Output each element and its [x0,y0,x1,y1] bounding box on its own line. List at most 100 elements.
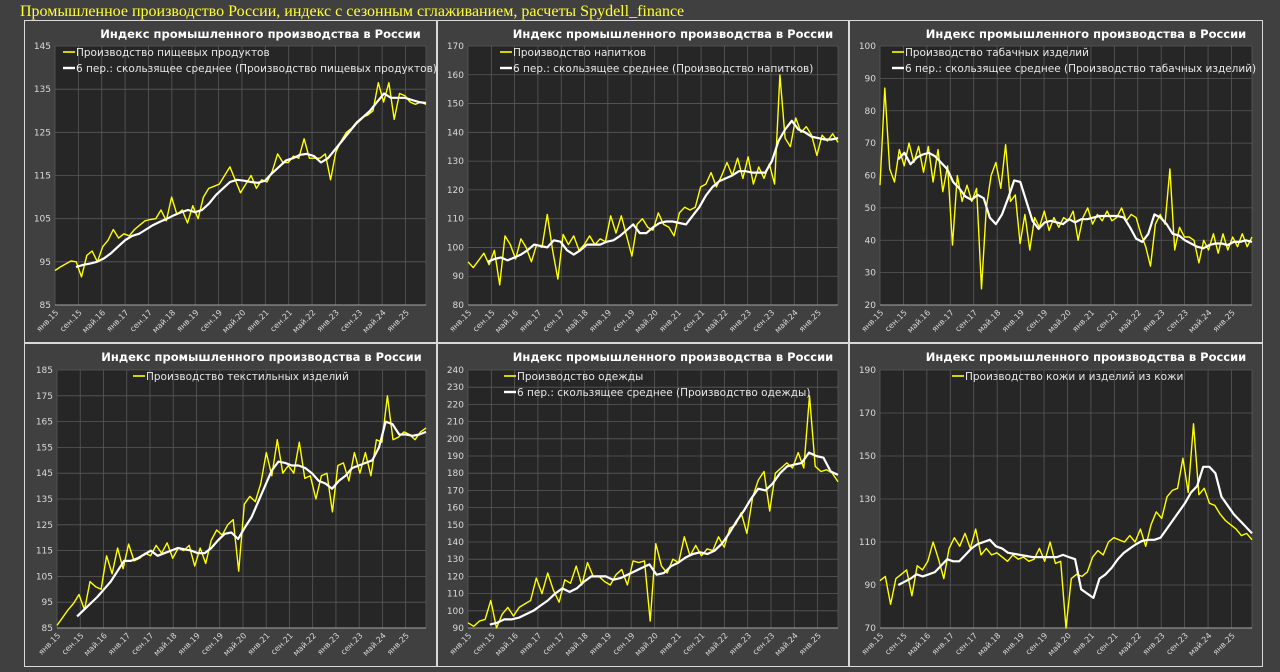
y-tick-label: 155 [36,443,53,453]
x-tick-label: май.18 [976,631,1003,658]
y-tick-label: 110 [447,215,464,225]
y-tick-label: 120 [447,572,464,582]
x-tick-label: янв.25 [385,631,411,657]
x-tick-label: янв.15 [35,308,61,334]
x-tick-label: май.16 [493,631,520,658]
y-tick-label: 180 [447,469,464,479]
x-tick-label: сен.17 [953,308,979,334]
x-tick-label: янв.21 [1071,308,1097,334]
y-tick-label: 145 [36,469,53,479]
chart-panel-food: Индекс промышленного производства в Росс… [24,20,437,343]
x-tick-label: май.24 [773,308,800,335]
y-tick-label: 120 [447,186,464,196]
legend-label: Производство текстильных изделий [146,371,349,383]
y-tick-label: 185 [36,366,53,376]
y-tick-label: 145 [34,42,51,52]
series-line-moving-average [489,451,839,626]
y-tick-label: 220 [447,400,464,410]
x-tick-label: янв.15 [448,308,474,334]
x-tick-label: янв.21 [1071,631,1097,657]
x-tick-label: сен.21 [1094,631,1120,657]
y-tick-label: 190 [447,452,464,462]
legend-label: Производство кожи и изделий из кожи [965,371,1183,383]
y-tick-label: 125 [36,521,53,531]
legend-label: 6 пер.: скользящее среднее (Производство… [76,63,436,75]
y-tick-label: 110 [447,590,464,600]
y-tick-label: 240 [447,366,464,376]
series-line-moving-average [487,119,839,263]
chart-panel-textiles: Индекс промышленного производства в Росс… [24,343,437,667]
x-tick-label: сен.21 [268,308,294,334]
series-line-raw [56,395,427,626]
x-tick-label: янв.21 [245,308,271,334]
x-tick-label: сен.21 [269,631,295,657]
x-tick-label: сен.21 [1094,308,1120,334]
x-tick-label: май.20 [221,308,248,335]
x-tick-label: сен.17 [130,631,156,657]
x-tick-label: сен.15 [883,308,909,334]
x-tick-label: сен.17 [128,308,154,334]
legend-label: 6 пер.: скользящее среднее (Производство… [905,63,1256,75]
x-tick-label: янв.19 [1000,308,1026,334]
y-tick-label: 130 [447,157,464,167]
y-tick-label: 70 [865,624,877,634]
x-tick-label: янв.17 [930,308,956,334]
y-tick-label: 150 [447,521,464,531]
x-tick-label: май.22 [703,308,730,335]
y-tick-label: 105 [36,572,53,582]
x-tick-label: май.16 [906,308,933,335]
x-tick-label: сен.15 [883,631,909,657]
x-tick-label: май.24 [773,631,800,658]
chart-title: Индекс промышленного производства в Росс… [100,27,420,41]
x-tick-label: сен.19 [1024,308,1050,334]
x-tick-label: янв.23 [1141,631,1167,657]
x-tick-label: сен.23 [339,631,365,657]
x-tick-label: май.20 [222,631,249,658]
series-line-raw [879,87,1253,290]
y-tick-label: 110 [859,538,876,548]
y-tick-label: 170 [447,42,464,52]
x-tick-label: янв.17 [930,631,956,657]
y-tick-label: 85 [42,624,53,634]
x-tick-label: янв.15 [37,631,63,657]
y-tick-label: 160 [447,504,464,514]
y-tick-label: 175 [36,392,53,402]
x-tick-label: сен.23 [1164,308,1190,334]
x-tick-label: сен.17 [541,631,567,657]
x-tick-label: янв.17 [106,631,132,657]
y-tick-label: 190 [859,366,876,376]
legend-label: Производство пищевых продуктов [76,47,270,59]
x-tick-label: май.20 [633,631,660,658]
y-tick-label: 90 [865,74,877,84]
y-tick-label: 125 [34,128,51,138]
legend-label: 6 пер.: скользящее среднее (Производство… [513,63,813,75]
x-tick-label: янв.23 [727,308,753,334]
y-tick-label: 140 [447,538,464,548]
y-tick-label: 80 [453,301,465,311]
series-line-moving-average [897,465,1253,599]
series-line-moving-average [75,92,427,269]
x-tick-label: май.18 [152,631,179,658]
series-line-moving-average [897,151,1253,250]
x-tick-label: янв.17 [518,631,544,657]
y-tick-label: 95 [40,258,51,268]
legend-label: Производство табачных изделий [905,47,1089,59]
x-tick-label: янв.23 [1141,308,1167,334]
x-tick-label: май.22 [1116,631,1143,658]
x-tick-label: май.22 [291,308,318,335]
y-tick-label: 210 [447,418,464,428]
x-tick-label: янв.19 [587,308,613,334]
y-tick-label: 115 [34,172,51,182]
x-tick-label: янв.25 [385,308,411,334]
x-tick-label: сен.23 [751,308,777,334]
y-tick-label: 130 [859,495,876,505]
x-tick-label: янв.21 [657,631,683,657]
x-tick-label: май.22 [703,631,730,658]
x-tick-label: янв.19 [587,631,613,657]
x-tick-label: янв.15 [860,631,886,657]
y-tick-label: 135 [36,495,53,505]
y-tick-label: 95 [42,598,53,608]
y-tick-label: 150 [859,452,876,462]
x-tick-label: янв.23 [316,631,342,657]
chart-title: Индекс промышленного производства в Росс… [101,350,421,364]
